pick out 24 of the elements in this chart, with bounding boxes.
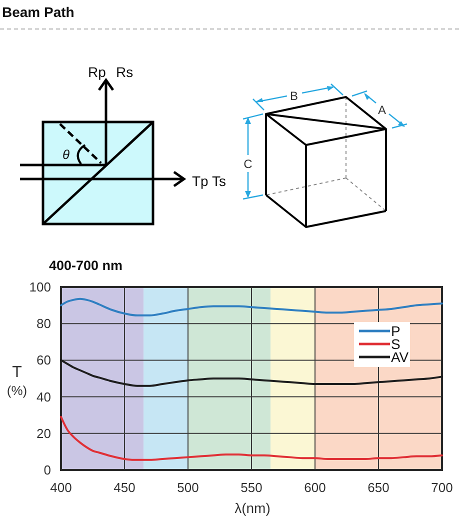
legend-label: S — [391, 336, 400, 352]
y-tick-label: 0 — [44, 462, 51, 478]
line-series — [60, 298, 443, 316]
chart-title: 400-700 nm — [49, 258, 123, 273]
x-tick-label: 600 — [304, 480, 326, 495]
y-axis-title: T (%) — [6, 364, 28, 398]
beam-splitter-diagram: Rp Rs θ Tp Ts — [20, 64, 226, 226]
legend-label: AV — [391, 349, 410, 365]
cube-diagram: B A C — [242, 84, 408, 228]
x-axis-title: λ(nm) — [234, 500, 270, 516]
x-tick-label: 550 — [240, 480, 262, 495]
x-tick-label: 700 — [431, 480, 453, 495]
line-series — [60, 416, 443, 461]
y-tick-label: 40 — [36, 389, 51, 404]
y-tick-label: 100 — [29, 280, 51, 294]
y-tick-label: 60 — [36, 352, 51, 368]
x-tick-label: 400 — [50, 480, 72, 495]
y-tick-label: 80 — [36, 316, 51, 332]
y-tick-label: 20 — [36, 426, 51, 441]
legend-label: P — [391, 323, 400, 339]
x-tick-label: 650 — [368, 480, 390, 495]
x-tick-label: 450 — [114, 480, 136, 495]
text: Beam Path — [2, 4, 74, 20]
x-tick-label: 500 — [177, 480, 199, 495]
